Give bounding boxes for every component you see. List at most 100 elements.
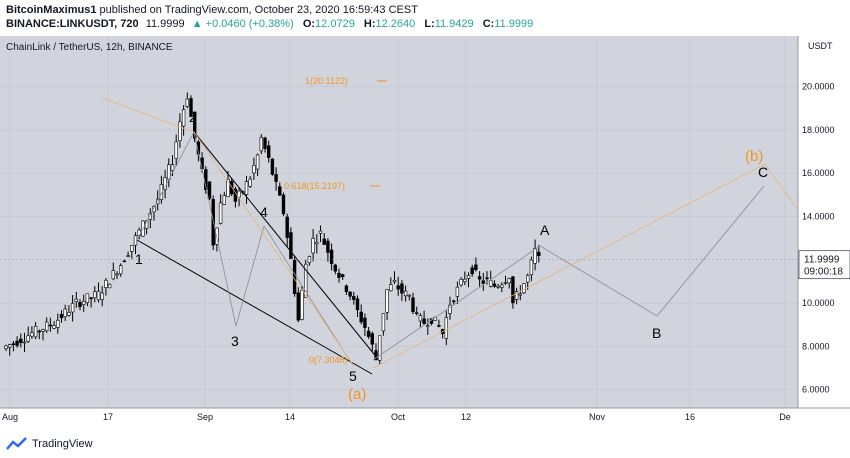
candle-up — [500, 284, 504, 288]
candle-down — [363, 317, 367, 328]
candle-down — [266, 145, 271, 158]
candle-up — [181, 109, 186, 127]
candle-up — [389, 284, 393, 292]
candle-up — [455, 286, 460, 297]
candle-down — [474, 264, 478, 270]
time-tick-label: Oct — [391, 412, 406, 422]
candle-down — [400, 283, 404, 294]
candle-up — [503, 282, 508, 284]
candle-down — [437, 325, 441, 327]
candle-down — [396, 285, 400, 290]
candle-up — [26, 335, 30, 342]
candle-up — [448, 304, 452, 314]
candle-up — [300, 290, 304, 320]
candle-up — [259, 137, 263, 152]
candle-down — [370, 333, 374, 345]
time-axis-bg — [0, 408, 850, 432]
candle-down — [337, 272, 341, 278]
candle-down — [89, 297, 93, 300]
candle-down — [263, 137, 267, 149]
candle-down — [278, 186, 282, 196]
time-axis[interactable]: Aug 17 Sep 14 Oct 12 Nov 16 De — [0, 407, 850, 432]
candle-up — [525, 275, 530, 283]
candle-down — [281, 194, 286, 215]
wave-labels: 1 2 3 4 5 A B C (a) (b) — [135, 109, 768, 403]
fib-levels: 1(20.1122) 0.618(15.2197) 0(7.3046) — [284, 76, 387, 365]
candle-up — [518, 293, 523, 296]
price-axis[interactable]: 20.0000 18.0000 16.0000 14.0000 10.0000 8.000… — [797, 36, 850, 408]
candle-up — [244, 181, 249, 195]
time-tick-label: De — [779, 412, 791, 422]
published-text: published on TradingView.com, October 23… — [99, 4, 418, 16]
time-tick-label: Aug — [2, 412, 18, 422]
candle-up — [33, 325, 38, 338]
candle-down — [511, 276, 515, 304]
tradingview-logo[interactable]: TradingView — [6, 437, 93, 451]
candle-up — [63, 308, 67, 317]
candle-up — [418, 315, 423, 322]
candle-up — [67, 312, 71, 316]
footer: TradingView — [0, 432, 850, 458]
candle-up — [529, 259, 534, 276]
candle-up — [70, 303, 75, 313]
projection-path — [372, 185, 765, 361]
close-label: C: — [482, 18, 495, 30]
wave-label: (a) — [348, 386, 366, 403]
candle-up — [315, 242, 319, 245]
change-value: +0.0460 (+0.38%) — [205, 18, 294, 30]
candle-up — [30, 332, 34, 337]
grid — [0, 36, 798, 408]
candle-up — [85, 293, 90, 303]
candle-down — [344, 285, 349, 293]
candle-up — [255, 154, 260, 170]
candle-up — [303, 263, 308, 298]
candle-up — [459, 278, 463, 286]
candle-down — [285, 216, 289, 238]
candle-up — [311, 238, 315, 254]
candles — [4, 92, 541, 365]
candle-up — [222, 195, 226, 205]
open-value: 12.0729 — [315, 18, 355, 30]
candle-up — [74, 298, 79, 302]
fib-label: 0.618(15.2197) — [284, 181, 345, 191]
candle-up — [167, 164, 171, 180]
candle-up — [126, 255, 130, 257]
candle-down — [122, 260, 127, 263]
author-name[interactable]: BitcoinMaximus1 — [6, 4, 97, 16]
price-tag-value: 11.9999 — [804, 255, 840, 266]
symbol-line: BINANCE:LINKUSDT, 720 11.9999 ▲ +0.0460 … — [6, 17, 533, 31]
candle-down — [329, 249, 334, 264]
candle-up — [82, 300, 86, 305]
price-tick-label: 6.0000 — [802, 385, 830, 395]
candle-down — [422, 318, 426, 324]
candle-down — [78, 302, 82, 308]
fib-label: 0(7.3046) — [309, 355, 348, 365]
low-label: L: — [424, 18, 435, 30]
candle-down — [59, 314, 64, 319]
trendline-lower — [136, 239, 373, 375]
price-tick-label: 14.0000 — [802, 211, 835, 221]
time-tick-label: 17 — [103, 412, 113, 422]
fib-label: 1(20.1122) — [305, 76, 348, 86]
candle-up — [93, 291, 97, 299]
candle-up — [111, 270, 116, 280]
plot-area[interactable] — [0, 36, 798, 408]
price-chart[interactable]: ChainLink / TetherUS, 12h, BINANCE 1(20.… — [0, 36, 850, 432]
candle-down — [470, 267, 474, 275]
price-tick-label: 16.0000 — [802, 168, 835, 178]
candle-up — [248, 178, 252, 187]
open-label: O: — [302, 18, 316, 30]
candle-up — [4, 345, 8, 349]
candle-down — [537, 251, 541, 256]
price-tag-box — [798, 250, 850, 280]
candle-up — [44, 321, 49, 332]
wave-label: 1 — [135, 251, 143, 267]
price-tick-label: 8.0000 — [802, 341, 830, 351]
candle-down — [414, 312, 419, 315]
time-tick-label: Sep — [197, 412, 213, 422]
symbol-label[interactable]: BINANCE:LINKUSDT, 720 — [6, 18, 139, 30]
candle-up — [163, 177, 167, 190]
price-tick-label: 18.0000 — [802, 125, 835, 135]
candle-up — [96, 290, 101, 301]
